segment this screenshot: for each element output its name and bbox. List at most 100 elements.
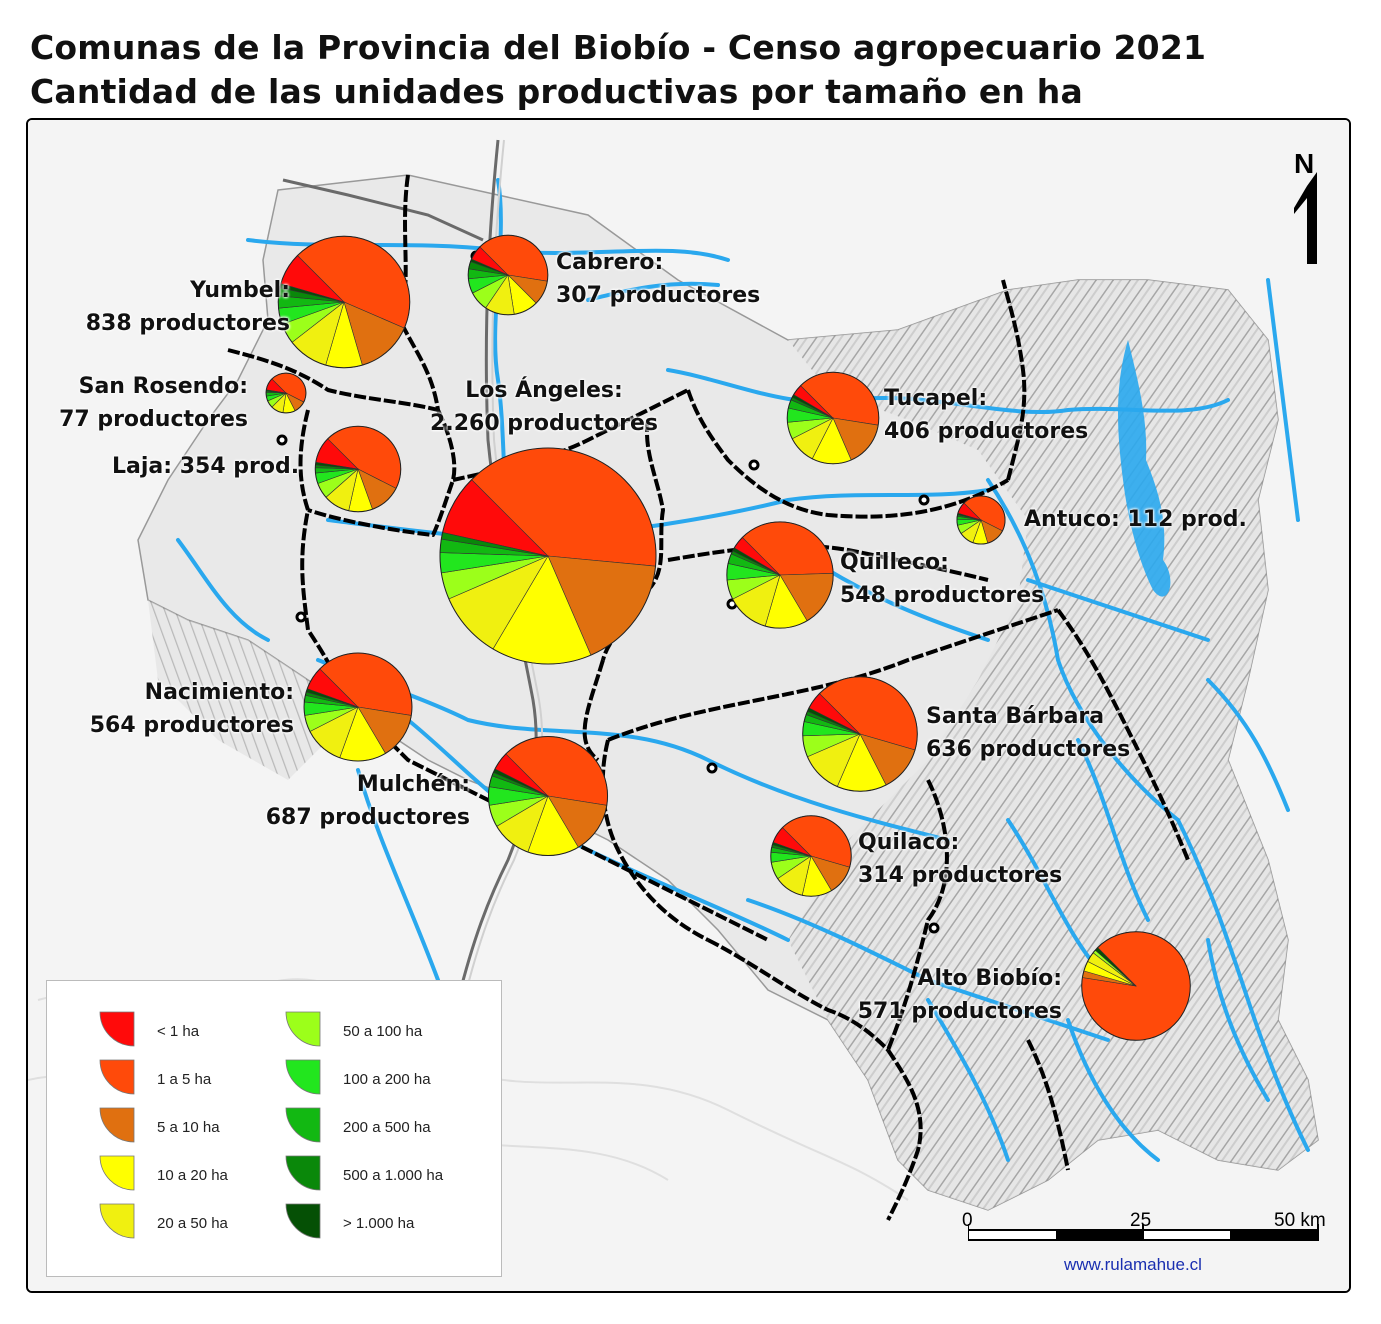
pie-laja-outline [314, 425, 402, 513]
legend-label: 200 a 500 ha [343, 1119, 431, 1136]
label-antuco: Antuco: 112 prod. [1024, 503, 1247, 536]
label-santa-barbara-name: Santa Bárbara [926, 704, 1105, 729]
west-hills-relief [148, 600, 328, 780]
label-santa-barbara: Santa Bárbara 636 productores [926, 700, 1130, 766]
pie-quilaco-outline [770, 815, 852, 897]
map-title-line1: Comunas de la Provincia del Biobío - Cen… [30, 28, 1207, 67]
legend-swatch [99, 1011, 135, 1047]
legend-label: 50 a 100 ha [343, 1023, 423, 1040]
north-arrow-icon [1294, 172, 1317, 264]
label-quilleco: Quilleco: 548 productores [840, 546, 1044, 612]
label-los-angeles-count: 2.260 productores [430, 411, 658, 436]
legend-swatch-shape [285, 1203, 321, 1239]
label-quilleco-count: 548 productores [840, 583, 1045, 608]
legend-swatch-shape [285, 1155, 321, 1191]
legend: < 1 ha 1 a 5 ha 5 a 10 ha 10 a 20 ha 20 a 50… [46, 980, 502, 1277]
legend-swatch [99, 1155, 135, 1191]
label-los-angeles-name: Los Ángeles: [465, 378, 623, 403]
pie-los-angeles [439, 447, 657, 665]
towns [276, 250, 940, 934]
legend-label: 500 a 1.000 ha [343, 1167, 444, 1184]
pie-alto-biobio-outline [1081, 931, 1191, 1041]
label-yumbel: Yumbel: 838 productores [58, 274, 290, 340]
label-alto-biobio-name: Alto Biobío: [917, 966, 1062, 991]
legend-swatch-shape [99, 1011, 135, 1047]
label-quilaco: Quilaco: 314 productores [858, 826, 1062, 892]
label-san-rosendo-name: San Rosendo: [78, 374, 248, 399]
scale-label-25: 25 [1130, 1210, 1152, 1231]
credit-link[interactable]: www.rulamahue.cl [1064, 1255, 1202, 1274]
pie-laja [314, 425, 402, 513]
label-nacimiento: Nacimiento: 564 productores [68, 676, 294, 742]
label-tucapel-name: Tucapel: [884, 386, 988, 411]
legend-swatch [285, 1059, 321, 1095]
legend-label: 5 a 10 ha [157, 1119, 220, 1136]
legend-label: 10 a 20 ha [157, 1167, 228, 1184]
label-cabrero-name: Cabrero: [556, 250, 664, 275]
label-tucapel: Tucapel: 406 productores [884, 382, 1088, 448]
legend-swatch-shape [99, 1107, 135, 1143]
legend-label: > 1.000 ha [343, 1215, 415, 1232]
label-alto-biobio-count: 571 productores [857, 999, 1062, 1024]
pie-cabrero [467, 234, 549, 316]
pie-cabrero-outline [467, 234, 549, 316]
label-quilleco-name: Quilleco: [840, 550, 949, 575]
legend-swatch-shape [99, 1203, 135, 1239]
label-nacimiento-count: 564 productores [89, 713, 294, 738]
label-quilaco-count: 314 productores [858, 863, 1063, 888]
pie-nacimiento [303, 652, 413, 762]
legend-swatch-shape [99, 1059, 135, 1095]
pie-san-rosendo-outline [265, 372, 307, 414]
pie-yumbel-outline [277, 235, 411, 369]
legend-swatch [99, 1059, 135, 1095]
label-san-rosendo: San Rosendo: 77 productores [48, 370, 248, 436]
scale-bar [968, 1224, 1319, 1241]
lake-ralco [1118, 340, 1171, 597]
label-yumbel-name: Yumbel: [190, 278, 290, 303]
label-quilaco-name: Quilaco: [858, 830, 960, 855]
label-nacimiento-name: Nacimiento: [144, 680, 294, 705]
label-mulchen-count: 687 productores [265, 805, 470, 830]
label-mulchen-name: Mulchén: [356, 772, 470, 797]
pie-tucapel [786, 371, 880, 465]
legend-swatch [285, 1011, 321, 1047]
pie-nacimiento-outline [303, 652, 413, 762]
label-laja: Laja: 354 prod. [112, 450, 299, 483]
label-mulchen: Mulchén: 687 productores [228, 768, 470, 834]
map-frame: Yumbel: 838 productores Cabrero: 307 pro… [26, 118, 1351, 1293]
legend-swatch-shape [285, 1107, 321, 1143]
pie-charts [265, 234, 1191, 1041]
pie-antuco [956, 495, 1006, 545]
label-los-angeles: Los Ángeles: 2.260 productores [430, 374, 658, 440]
label-tucapel-count: 406 productores [884, 419, 1089, 444]
pie-alto-biobio [1081, 931, 1191, 1041]
legend-label: 100 a 200 ha [343, 1071, 431, 1088]
label-san-rosendo-count: 77 productores [59, 407, 248, 432]
legend-swatch [285, 1107, 321, 1143]
pie-quilaco [770, 815, 852, 897]
label-alto-biobio: Alto Biobío: 571 productores [848, 962, 1062, 1028]
label-santa-barbara-count: 636 productores [926, 737, 1131, 762]
label-cabrero: Cabrero: 307 productores [556, 246, 760, 312]
pie-tucapel-outline [786, 371, 880, 465]
label-yumbel-count: 838 productores [85, 311, 290, 336]
legend-swatch-shape [285, 1011, 321, 1047]
scale-label-0: 0 [962, 1210, 973, 1231]
pie-mulchen-outline [487, 735, 609, 857]
pie-antuco-outline [956, 495, 1006, 545]
legend-swatch [99, 1203, 135, 1239]
label-antuco-name: Antuco: 112 prod. [1024, 507, 1247, 532]
pie-santa-barbara-outline [802, 676, 918, 792]
map-title-line2: Cantidad de las unidades productivas por… [30, 72, 1083, 111]
pie-quilleco [726, 521, 834, 629]
legend-label: 1 a 5 ha [157, 1071, 212, 1088]
legend-label: 20 a 50 ha [157, 1215, 228, 1232]
pie-quilleco-outline [726, 521, 834, 629]
pie-mulchen [487, 735, 609, 857]
legend-swatch [285, 1203, 321, 1239]
label-laja-name: Laja: 354 prod. [112, 454, 300, 479]
pie-yumbel [277, 235, 411, 369]
legend-swatch-shape [285, 1059, 321, 1095]
pie-san-rosendo [265, 372, 307, 414]
legend-swatch [99, 1107, 135, 1143]
